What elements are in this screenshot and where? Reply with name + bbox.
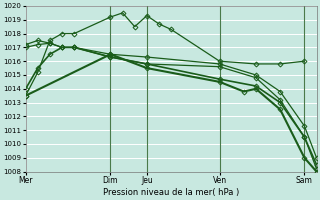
X-axis label: Pression niveau de la mer( hPa ): Pression niveau de la mer( hPa ) bbox=[103, 188, 239, 197]
